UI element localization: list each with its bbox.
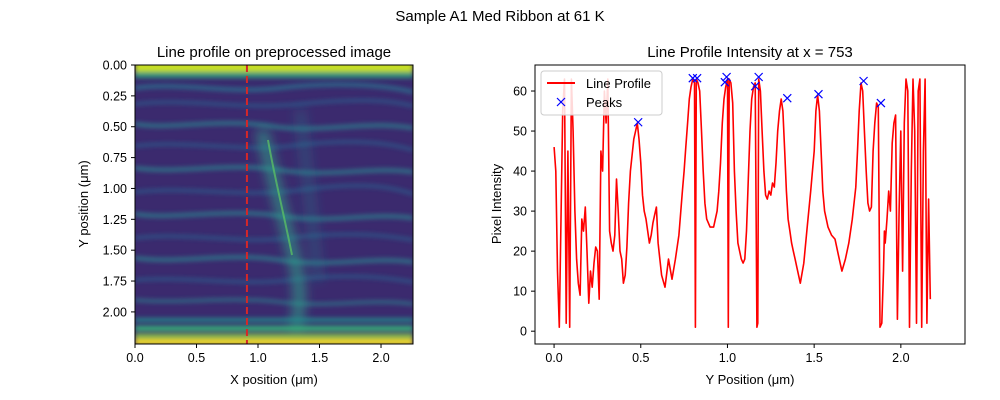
peak-marker xyxy=(754,72,764,82)
heatmap-vertical-streak xyxy=(267,139,293,256)
line-x-tick-label: 0.5 xyxy=(632,351,649,365)
heatmap-x-tick-label: 1.0 xyxy=(249,351,266,365)
line-y-tick-label: 60 xyxy=(513,85,527,99)
heatmap-xlabel: X position (μm) xyxy=(230,372,318,387)
heatmap-bright-bands xyxy=(135,65,413,344)
figure-suptitle: Sample A1 Med Ribbon at 61 K xyxy=(395,8,604,25)
heatmap-x-tick-label: 0.5 xyxy=(188,351,205,365)
line-panel: Line Profile Intensity at x = 753 0.0 0.5… xyxy=(489,44,966,387)
line-x-ticks: 0.0 0.5 1.0 1.5 2.0 xyxy=(545,344,910,365)
peak-marker xyxy=(633,117,643,127)
heatmap-frame xyxy=(134,64,414,345)
heatmap-x-tick-label: 0.0 xyxy=(126,351,143,365)
heatmap-panel: Line profile on preprocessed image xyxy=(76,44,414,387)
heatmap-y-ticks: 0.00 0.25 0.50 0.75 1.00 1.25 1.50 1.75 2.00 xyxy=(103,59,135,319)
heatmap-y-tick-label: 1.25 xyxy=(103,213,127,227)
line-y-tick-label: 50 xyxy=(513,125,527,139)
heatmap-y-tick-label: 1.75 xyxy=(103,275,127,289)
heatmap-y-tick-label: 1.50 xyxy=(103,244,127,258)
heatmap-stripes xyxy=(135,82,413,306)
heatmap-x-tick-label: 1.5 xyxy=(311,351,328,365)
line-title: Line Profile Intensity at x = 753 xyxy=(647,44,853,61)
heatmap-y-tick-label: 2.00 xyxy=(103,305,127,319)
heatmap-title: Line profile on preprocessed image xyxy=(157,44,391,61)
legend-label-line-profile: Line Profile xyxy=(586,76,651,91)
heatmap-y-tick-label: 0.50 xyxy=(103,120,127,134)
line-x-tick-label: 1.5 xyxy=(805,351,822,365)
legend: Line Profile Peaks xyxy=(540,70,663,116)
peak-marker xyxy=(722,72,732,82)
legend-peaks-marker-icon xyxy=(556,97,566,107)
heatmap-x-tick-label: 2.0 xyxy=(372,351,389,365)
heatmap-x-ticks: 0.0 0.5 1.0 1.5 2.0 xyxy=(126,344,390,365)
peak-marker xyxy=(814,89,823,99)
line-xlabel: Y Position (μm) xyxy=(706,372,795,387)
peak-marker xyxy=(782,93,792,103)
line-y-tick-label: 20 xyxy=(513,245,527,259)
peak-marker xyxy=(876,98,886,108)
line-x-tick-label: 2.0 xyxy=(892,351,909,365)
heatmap-y-tick-label: 0.00 xyxy=(103,59,127,73)
line-y-tick-label: 0 xyxy=(520,325,527,339)
line-y-tick-label: 30 xyxy=(513,205,527,219)
series-line-profile xyxy=(553,78,932,329)
heatmap-y-tick-label: 0.75 xyxy=(103,151,127,165)
peak-marker xyxy=(720,77,730,87)
peak-marker xyxy=(859,76,868,86)
legend-label-peaks: Peaks xyxy=(586,95,623,110)
line-frame xyxy=(534,64,966,345)
line-ylabel: Pixel Intensity xyxy=(489,163,504,244)
heatmap-y-tick-label: 1.00 xyxy=(103,182,127,196)
heatmap-y-tick-label: 0.25 xyxy=(103,89,127,103)
line-y-tick-label: 40 xyxy=(513,165,527,179)
series-peaks xyxy=(633,72,886,127)
peak-marker xyxy=(750,81,760,91)
peak-marker xyxy=(692,73,702,83)
heatmap-ylabel: Y position (μm) xyxy=(76,160,91,247)
peak-marker xyxy=(688,73,698,83)
heatmap-image xyxy=(135,65,413,344)
line-y-tick-label: 10 xyxy=(513,285,527,299)
line-y-ticks: 0 10 20 30 40 50 60 xyxy=(513,85,535,339)
line-x-tick-label: 1.0 xyxy=(719,351,736,365)
line-x-tick-label: 0.0 xyxy=(545,351,562,365)
